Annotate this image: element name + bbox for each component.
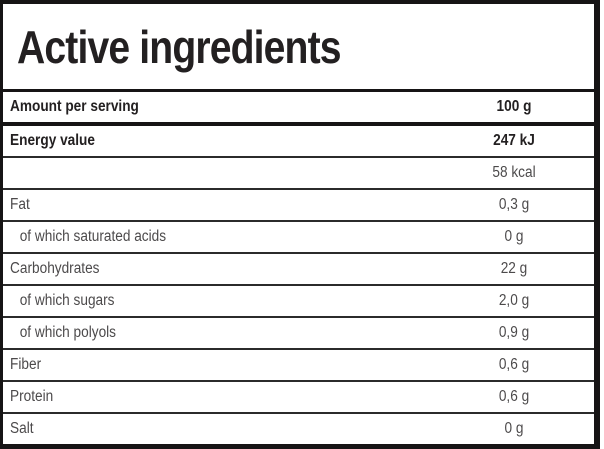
row-value: 0,6 g (498, 356, 530, 373)
row-label: Fiber (10, 356, 42, 373)
row-value: 0 g (504, 228, 524, 245)
row-label: Carbohydrates (10, 260, 100, 277)
row-label: of which sugars (19, 292, 115, 309)
table-row: Salt 0 g (3, 414, 594, 444)
row-value: 0,3 g (498, 196, 530, 213)
row-label: Amount per serving (10, 98, 139, 115)
row-label: of which polyols (19, 324, 117, 341)
page-title: Active ingredients (17, 20, 342, 73)
row-label: Fat (10, 196, 30, 213)
table-row: Protein 0,6 g (3, 382, 594, 414)
row-value: 100 g (496, 98, 532, 115)
row-label: of which saturated acids (19, 228, 167, 245)
row-value: 0 g (504, 420, 524, 437)
row-value: 0,6 g (498, 388, 530, 405)
nutrition-table: Amount per serving 100 g Energy value 24… (3, 92, 594, 444)
row-value: 22 g (500, 260, 528, 277)
row-value: 247 kJ (493, 132, 535, 149)
table-row: Fiber 0,6 g (3, 350, 594, 382)
row-label: Energy value (10, 132, 95, 149)
label-header: Active ingredients (3, 4, 594, 92)
table-row: Fat 0,3 g (3, 190, 594, 222)
table-row: Amount per serving 100 g (3, 92, 594, 126)
table-row: Carbohydrates 22 g (3, 254, 594, 286)
table-row: 58 kcal (3, 158, 594, 190)
row-value: 58 kcal (492, 164, 536, 181)
table-row: of which saturated acids 0 g (3, 222, 594, 254)
table-row: Energy value 247 kJ (3, 126, 594, 158)
row-label: Protein (10, 388, 54, 405)
table-row: of which polyols 0,9 g (3, 318, 594, 350)
table-row: of which sugars 2,0 g (3, 286, 594, 318)
row-value: 2,0 g (498, 292, 530, 309)
row-label: Salt (10, 420, 34, 437)
row-value: 0,9 g (498, 324, 530, 341)
